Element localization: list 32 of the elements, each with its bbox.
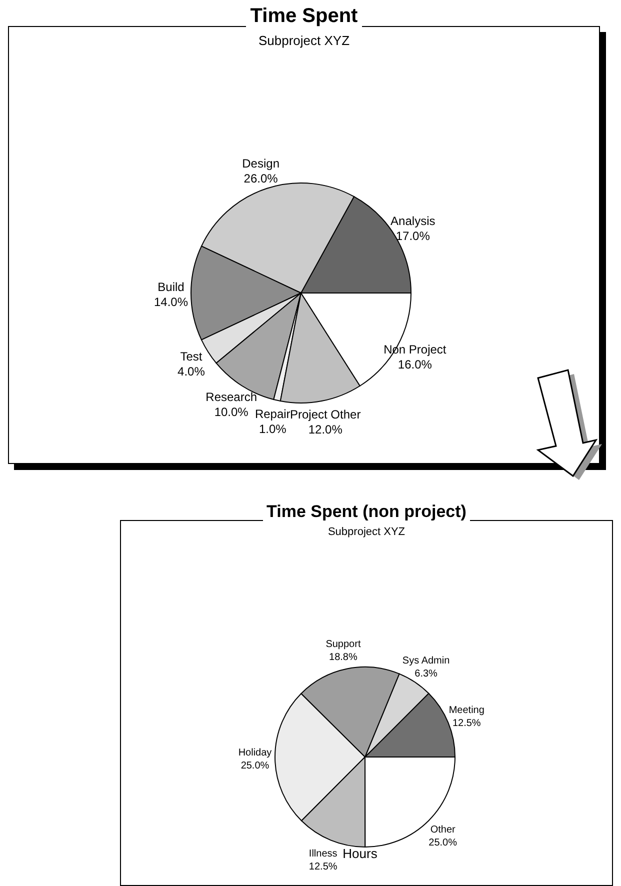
chart-title: Time Spent xyxy=(246,5,362,27)
slice-label: Illness xyxy=(308,848,338,860)
data-label: 12.5% xyxy=(452,718,481,729)
data-label: 18.8% xyxy=(329,652,358,664)
data-label: 12.5% xyxy=(308,862,338,873)
slice-label: Sys Admin xyxy=(402,656,450,666)
chart-subtitle: Subproject XYZ xyxy=(257,33,351,48)
chart-title: Time Spent (non project) xyxy=(262,502,470,522)
slice-label: Build xyxy=(158,280,184,294)
data-label: 4.0% xyxy=(178,364,206,379)
slice-label: Repair xyxy=(254,406,290,421)
data-label: 25.0% xyxy=(240,760,270,772)
data-label: 25.0% xyxy=(428,838,458,849)
data-label: 10.0% xyxy=(214,404,249,419)
data-label: 16.0% xyxy=(398,358,432,372)
data-label: 17.0% xyxy=(396,228,430,243)
data-label: 1.0% xyxy=(258,422,287,436)
slice-label: Design xyxy=(242,156,280,170)
text: Hours xyxy=(342,846,378,861)
data-label: 6.3% xyxy=(414,668,438,680)
chart-subtitle: Subproject XYZ xyxy=(326,526,406,538)
slice-label: Support xyxy=(326,639,361,650)
slice-label: Other xyxy=(430,824,456,836)
slice-label: Holiday xyxy=(238,747,272,758)
slice-label: Test xyxy=(180,350,203,364)
slice-label: Research xyxy=(206,390,258,404)
data-label: 14.0% xyxy=(154,295,188,309)
slice-label: Analysis xyxy=(390,214,436,228)
slice-label: Meeting xyxy=(448,704,484,716)
data-label: 12.0% xyxy=(308,422,343,437)
data-label: 26.0% xyxy=(244,171,278,186)
slice-label: Project Other xyxy=(290,408,361,422)
